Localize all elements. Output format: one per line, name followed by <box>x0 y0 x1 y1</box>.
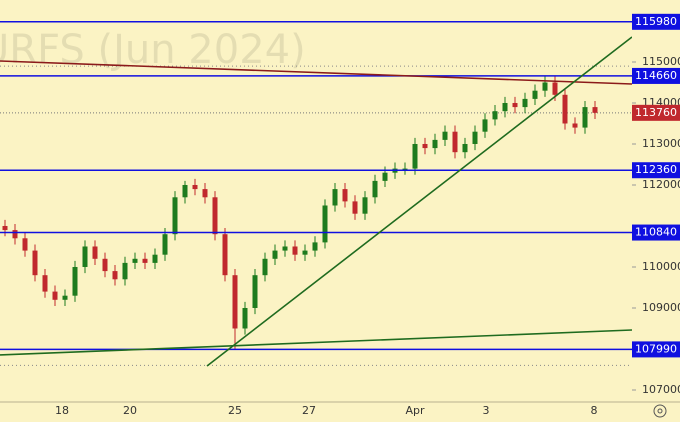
level-label: 112360 <box>635 163 677 176</box>
level-label: 110840 <box>635 226 677 239</box>
candle-body <box>582 107 588 128</box>
candle-body <box>192 184 198 190</box>
last-price-box <box>632 104 680 121</box>
candle-body <box>272 250 278 259</box>
candle-body <box>592 107 598 113</box>
candle-body <box>332 189 338 206</box>
candle-body <box>242 307 248 329</box>
trendline <box>206 36 632 367</box>
x-tick-label: 25 <box>228 404 242 417</box>
x-tick-label: 8 <box>591 404 598 417</box>
candle-body <box>22 238 28 251</box>
watermark: URFS (Jun 2024) <box>0 27 306 73</box>
candle-body <box>222 234 228 276</box>
candle-body <box>482 119 488 132</box>
x-tick-label: 20 <box>123 404 137 417</box>
candle-body <box>262 258 268 276</box>
x-tick-label: Apr <box>405 404 425 417</box>
candle-body <box>542 82 548 91</box>
candle-body <box>92 246 98 259</box>
candle-body <box>502 102 508 112</box>
settings-icon[interactable] <box>653 404 667 418</box>
level-label-box <box>632 341 680 358</box>
candle-body <box>142 258 148 263</box>
candle-body <box>572 123 578 128</box>
candle-body <box>402 168 408 170</box>
level-label: 107990 <box>635 342 677 355</box>
candle-body <box>152 254 158 263</box>
x-tick-label: 3 <box>483 404 490 417</box>
candle-body <box>12 230 18 239</box>
candle-body <box>72 266 78 296</box>
candle-body <box>362 197 368 214</box>
candle-body <box>212 197 218 235</box>
level-label-box <box>632 13 680 30</box>
y-tick-label: 110000 <box>642 260 680 273</box>
candle-body <box>512 102 518 108</box>
x-tick-label: 27 <box>302 404 316 417</box>
candle-body <box>102 258 108 272</box>
settings-icon-center <box>657 408 663 414</box>
candle-body <box>162 234 168 255</box>
candle-body <box>2 225 8 231</box>
plot-area: URFS (Jun 2024) <box>0 21 632 367</box>
level-label: 114660 <box>635 69 677 82</box>
candle-body <box>412 143 418 169</box>
candle-body <box>302 250 308 255</box>
level-label: 115980 <box>635 15 677 28</box>
candle-body <box>122 262 128 280</box>
candle-body <box>202 189 208 198</box>
candle-body <box>132 258 138 263</box>
candle-body <box>532 90 538 99</box>
level-label-box <box>632 162 680 179</box>
axes: 1070001090001100001120001130001140001150… <box>55 13 680 417</box>
y-tick-label: 113000 <box>642 137 680 150</box>
y-tick-label: 107000 <box>642 383 680 396</box>
candle-body <box>52 291 58 300</box>
candle-body <box>282 246 288 251</box>
y-tick-label: 109000 <box>642 301 680 314</box>
candle-body <box>352 201 358 214</box>
candle-body <box>172 197 178 235</box>
y-tick-label: 112000 <box>642 178 680 191</box>
candle-body <box>492 111 498 120</box>
trendline <box>0 329 632 356</box>
candle-body <box>422 143 428 149</box>
last-price-label: 113760 <box>635 106 677 119</box>
candle-body <box>472 131 478 144</box>
level-label-box <box>632 224 680 241</box>
candle-body <box>62 295 68 300</box>
candle-body <box>182 184 188 198</box>
candle-body <box>322 205 328 243</box>
candle-body <box>292 246 298 255</box>
level-label-box <box>632 67 680 84</box>
candle-body <box>522 98 528 108</box>
candle-body <box>312 242 318 251</box>
y-tick-label: 115000 <box>642 55 680 68</box>
candle-body <box>552 82 558 95</box>
trendline <box>0 60 632 85</box>
candle-body <box>112 271 118 280</box>
candle-body <box>432 139 438 149</box>
candle-body <box>232 275 238 329</box>
candle-body <box>442 131 448 140</box>
candle-body <box>372 180 378 198</box>
candle-body <box>562 94 568 124</box>
candle-body <box>382 172 388 181</box>
candle-body <box>452 131 458 153</box>
candle-body <box>82 246 88 267</box>
candle-body <box>252 275 258 308</box>
x-tick-label: 18 <box>55 404 69 417</box>
candle-body <box>462 143 468 153</box>
candle-body <box>342 189 348 202</box>
candle-body <box>32 250 38 276</box>
candle-body <box>42 275 48 292</box>
